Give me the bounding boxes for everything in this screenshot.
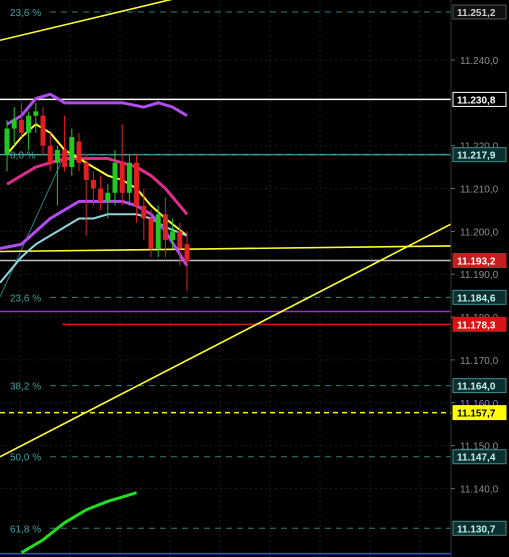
y-tick-label: 11.200,0 <box>460 227 499 238</box>
rising-yellow-trendline[interactable] <box>0 223 452 458</box>
chart-grid <box>0 0 451 557</box>
price-tag[interactable] <box>452 449 507 465</box>
fib-level-label: 50,0 % <box>10 453 41 464</box>
price-tag-label[interactable]: 11.157,7 <box>457 409 496 420</box>
candle-body <box>26 115 32 133</box>
candle-body <box>98 188 104 202</box>
candle-body <box>62 149 68 168</box>
price-tag[interactable] <box>452 316 507 332</box>
y-tick-label: 11.150,0 <box>460 442 499 453</box>
fib-level-label: 38,2 % <box>10 382 41 393</box>
candle-body <box>119 162 125 193</box>
price-tag-label[interactable]: 11.217,9 <box>457 151 496 162</box>
candle-body <box>4 128 10 155</box>
price-tag[interactable] <box>452 378 507 394</box>
fib-level-label: 23,6 % <box>10 293 41 304</box>
y-tick-label: 11.140,0 <box>460 484 499 495</box>
fib-level-label: 23,6 % <box>10 8 41 19</box>
candle-body <box>126 162 132 193</box>
fib-level-label: 0,0 % <box>10 151 36 162</box>
candle-body <box>134 162 140 206</box>
candle-body <box>11 119 17 129</box>
fib-connector-line <box>0 154 66 298</box>
candle-body <box>162 214 168 240</box>
fibonacci-levels: 23,6 % 0,0 % 23,6 % 38,2 % 50,0 % 61,8 % <box>0 8 451 535</box>
price-tag[interactable] <box>452 4 507 20</box>
price-tag-label[interactable]: 11.193,2 <box>457 257 496 268</box>
price-tag-label[interactable]: 11.164,0 <box>457 382 496 393</box>
candle-body <box>105 192 111 202</box>
horizontal-yellow-trendline[interactable] <box>0 245 452 253</box>
upper-purple-band <box>6 92 188 126</box>
candle-body <box>18 119 24 133</box>
candle-body <box>69 137 75 168</box>
candle-body <box>148 218 154 249</box>
candlesticks <box>4 102 190 292</box>
green-indicator <box>20 491 138 555</box>
price-tag-label[interactable]: 11.184,6 <box>457 293 496 304</box>
price-tag-label[interactable]: 11.130,7 <box>457 524 496 535</box>
candle-body <box>141 205 147 219</box>
y-tick-label: 11.160,0 <box>460 399 499 410</box>
fib-level-label: 61,8 % <box>10 524 41 535</box>
candle-body <box>33 111 39 116</box>
candle-body <box>40 115 46 146</box>
candle-body <box>76 141 82 163</box>
candle-body <box>170 231 176 240</box>
candle-body <box>83 162 89 180</box>
price-tag[interactable] <box>452 405 507 421</box>
price-tag-label[interactable]: 11.178,3 <box>457 320 496 331</box>
candle-body <box>90 179 96 189</box>
magenta-band <box>6 157 189 216</box>
candle-body <box>155 214 161 249</box>
y-tick-label: 11.170,0 <box>460 356 499 367</box>
candle-body <box>184 244 190 262</box>
y-tick-label: 11.210,0 <box>460 185 499 196</box>
trendlines[interactable] <box>0 0 452 458</box>
candle-body <box>54 149 60 163</box>
price-tag[interactable] <box>452 289 507 305</box>
price-tag[interactable] <box>452 520 507 536</box>
upper-yellow-trendline[interactable] <box>0 0 187 42</box>
candle-body <box>112 162 118 193</box>
price-axis[interactable]: 11.140,011.150,011.160,011.170,011.180,0… <box>450 0 509 557</box>
candle-body <box>177 231 183 249</box>
y-tick-label: 11.190,0 <box>460 270 499 281</box>
candle-body <box>47 145 53 163</box>
price-tag-label[interactable]: 11.147,4 <box>457 453 496 464</box>
price-tag-label[interactable]: 11.230,8 <box>457 95 496 106</box>
price-tag[interactable] <box>452 253 507 269</box>
price-tag-label[interactable]: 11.251,2 <box>457 8 496 19</box>
price-tag[interactable] <box>452 91 507 107</box>
price-tag[interactable] <box>452 147 507 163</box>
y-tick-label: 11.240,0 <box>460 56 499 67</box>
